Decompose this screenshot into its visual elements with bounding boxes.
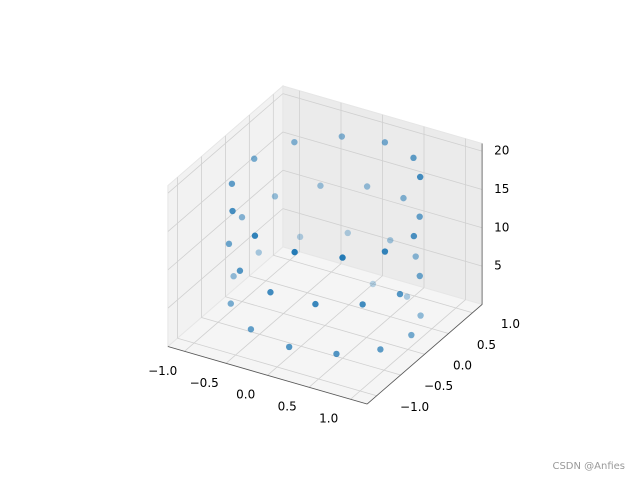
z-tick-label: 5 bbox=[494, 259, 502, 273]
point bbox=[228, 180, 236, 187]
point bbox=[251, 232, 259, 239]
point bbox=[410, 154, 417, 162]
point bbox=[403, 293, 411, 300]
point bbox=[271, 193, 279, 200]
point bbox=[416, 173, 424, 181]
point bbox=[291, 138, 298, 146]
point bbox=[255, 249, 262, 256]
point bbox=[338, 133, 346, 140]
point bbox=[408, 331, 415, 339]
x-tick-label: −1.0 bbox=[148, 364, 177, 378]
point bbox=[416, 213, 423, 220]
point bbox=[251, 155, 258, 162]
grid-line bbox=[177, 337, 377, 397]
point bbox=[296, 233, 304, 241]
point bbox=[312, 300, 319, 308]
point bbox=[381, 139, 389, 146]
axis-line bbox=[366, 304, 483, 405]
point bbox=[236, 267, 244, 274]
grid-line bbox=[249, 275, 449, 334]
y-tick-label: −1.0 bbox=[400, 400, 429, 414]
point bbox=[416, 272, 423, 280]
point bbox=[412, 253, 419, 260]
point bbox=[400, 194, 407, 202]
point bbox=[387, 237, 394, 244]
grid-line bbox=[167, 93, 284, 194]
point bbox=[369, 280, 377, 288]
point bbox=[417, 312, 424, 319]
point bbox=[285, 343, 293, 351]
point bbox=[339, 254, 346, 261]
grid-line bbox=[282, 169, 483, 229]
grid-line bbox=[167, 208, 284, 309]
point bbox=[363, 183, 371, 190]
point bbox=[247, 326, 255, 333]
point bbox=[410, 232, 418, 240]
point bbox=[396, 290, 404, 298]
point bbox=[230, 273, 237, 280]
x-tick-label: 0.0 bbox=[236, 388, 255, 402]
x-tick-label: 0.5 bbox=[278, 400, 297, 414]
watermark: CSDN @Anfies bbox=[552, 461, 625, 472]
point bbox=[381, 248, 389, 255]
point bbox=[267, 289, 274, 296]
axis-line bbox=[167, 346, 368, 405]
point bbox=[238, 214, 246, 221]
point bbox=[344, 229, 351, 237]
point bbox=[229, 207, 236, 215]
point bbox=[291, 248, 298, 256]
grid-line bbox=[282, 131, 483, 190]
y-tick-label: −0.5 bbox=[424, 379, 453, 393]
grid-line bbox=[201, 317, 401, 376]
grid-line bbox=[273, 254, 473, 314]
x-tick-label: −0.5 bbox=[190, 376, 219, 390]
point bbox=[225, 240, 233, 248]
point bbox=[227, 300, 234, 307]
z-tick-label: 20 bbox=[494, 144, 509, 158]
point bbox=[333, 350, 340, 358]
grid-line bbox=[225, 296, 425, 355]
y-tick-label: 0.5 bbox=[477, 338, 496, 352]
z-tick-label: 10 bbox=[494, 220, 509, 234]
grid-line bbox=[282, 93, 483, 152]
z-tick-label: 15 bbox=[494, 182, 509, 196]
x-tick-label: 1.0 bbox=[319, 412, 338, 426]
grid-line bbox=[282, 208, 483, 267]
grid-line bbox=[167, 169, 284, 271]
y-tick-label: 0.0 bbox=[453, 359, 472, 373]
y-tick-label: 1.0 bbox=[501, 317, 520, 331]
point bbox=[377, 346, 384, 353]
point bbox=[359, 301, 366, 308]
grid-line bbox=[167, 131, 284, 232]
point bbox=[317, 182, 324, 189]
